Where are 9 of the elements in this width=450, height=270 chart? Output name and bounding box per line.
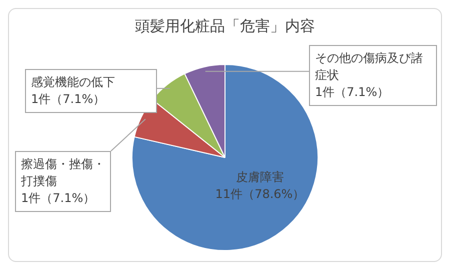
slice-label: 擦過傷・挫傷・打撲傷 [21, 156, 105, 190]
slice-label: 皮膚障害 [235, 169, 285, 186]
data-label: 1件（7.1%） [315, 84, 390, 101]
slice-label: 感覚機能の低下 [31, 74, 116, 91]
data-label: 1件（7.1%） [31, 91, 106, 108]
data-label: 1件（7.1%） [21, 190, 96, 207]
slice-label: その他の傷病及び諸症状 [315, 50, 424, 84]
chart-title: 頭髪用化粧品「危害」内容 [134, 17, 316, 36]
data-label: 11件（78.6%） [214, 186, 306, 203]
